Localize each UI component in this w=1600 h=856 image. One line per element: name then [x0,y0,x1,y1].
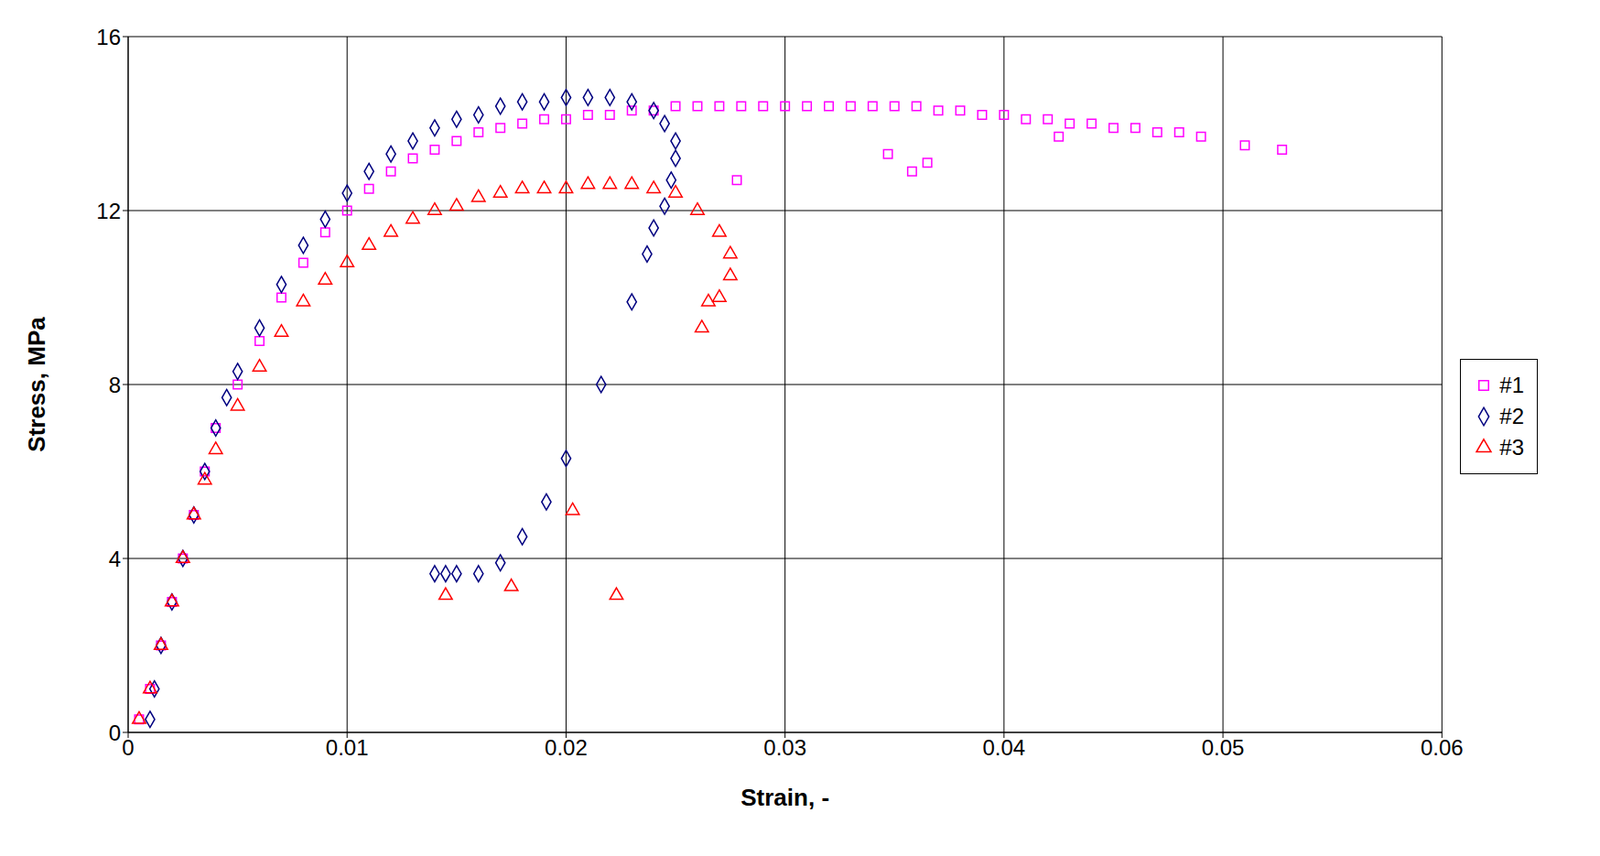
svg-text:4: 4 [108,546,121,572]
html-text:#1: #1 [1499,372,1525,398]
svg-text:0: 0 [108,720,121,746]
svg-text:12: 12 [96,198,121,224]
html-text:#2: #2 [1499,403,1525,429]
svg-text:0.01: 0.01 [325,735,369,760]
svg-text:0.02: 0.02 [544,735,588,760]
html-text:#3: #3 [1499,434,1525,460]
svg-text:0.05: 0.05 [1201,735,1245,760]
svg-text:0: 0 [121,735,134,760]
svg-text:0.06: 0.06 [1420,735,1464,760]
svg-text:16: 16 [96,24,121,50]
svg-text:0.03: 0.03 [763,735,807,760]
svg-text:8: 8 [108,372,121,398]
svg-text:Stress, MPa: Stress, MPa [22,316,51,453]
svg-text:0.04: 0.04 [983,735,1027,760]
svg-text:Strain, -: Strain, - [740,783,830,811]
